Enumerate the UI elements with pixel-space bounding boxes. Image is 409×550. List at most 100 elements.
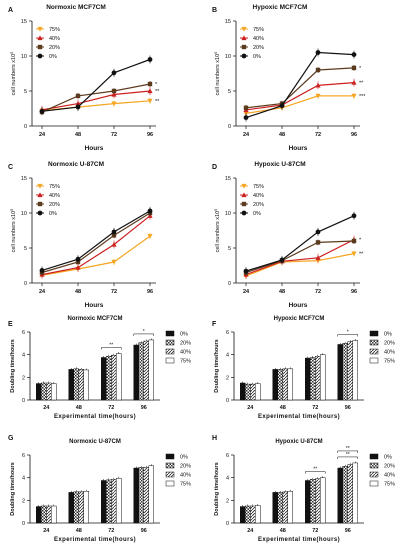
- y-axis-label: Doubling time/hours: [10, 339, 16, 392]
- y-tick-label: 15: [21, 176, 27, 182]
- bar-75%: [320, 354, 326, 401]
- legend-label: 40%: [180, 350, 191, 356]
- data-point-40%: [351, 80, 357, 85]
- bar-40%: [250, 383, 256, 401]
- y-tick-label: 15: [21, 19, 27, 25]
- bar-20%: [310, 479, 316, 524]
- panel-letter: C: [8, 164, 13, 171]
- x-tick-label: 72: [315, 132, 321, 138]
- legend-marker-0%: [241, 210, 247, 216]
- legend-swatch-20%: [165, 462, 175, 469]
- y-tick-label: 6: [226, 453, 229, 459]
- x-axis-label: Hours: [85, 145, 104, 152]
- panel-title: Hypoxic MCF7CM: [253, 4, 308, 11]
- significance-label: *: [155, 82, 158, 88]
- legend-label: 75%: [253, 27, 264, 33]
- y-tick-label: 0: [226, 398, 229, 404]
- bar-0%: [68, 492, 74, 524]
- series-line-0%: [245, 215, 355, 272]
- series-line-75%: [245, 95, 354, 114]
- legend-label: 20%: [253, 45, 264, 51]
- legend-label: 75%: [384, 482, 395, 488]
- x-tick-label: 24: [43, 528, 50, 534]
- bar-40%: [111, 354, 117, 401]
- bar-20%: [106, 356, 112, 401]
- legend-label: 40%: [253, 36, 264, 42]
- bar-40%: [282, 491, 288, 524]
- data-point-20%: [147, 81, 153, 87]
- bar-20%: [138, 342, 144, 401]
- legend-marker-0%: [37, 53, 43, 59]
- series-line-40%: [245, 82, 355, 111]
- legend-label: 75%: [49, 27, 60, 33]
- series-line-20%: [41, 83, 151, 113]
- bar-20%: [245, 505, 251, 524]
- data-point-0%: [39, 108, 45, 114]
- y-tick-label: 10: [21, 211, 27, 217]
- legend-label: 0%: [253, 211, 261, 217]
- bar-0%: [272, 492, 278, 524]
- x-axis-label: Experimental time(hours): [258, 537, 340, 543]
- x-tick-label: 48: [279, 132, 285, 138]
- y-tick-label: 6: [22, 330, 25, 336]
- y-tick-label: 0: [22, 521, 25, 527]
- y-tick-label: 4: [22, 353, 25, 359]
- panel-letter: F: [212, 321, 217, 328]
- bar-40%: [347, 341, 353, 401]
- bar-20%: [41, 382, 47, 401]
- x-tick-label: 24: [39, 132, 46, 138]
- legend-marker-0%: [241, 53, 247, 59]
- significance-label: *: [359, 238, 362, 244]
- y-axis-label: Doubling time/hours: [214, 462, 220, 515]
- panel-title: Normoxic MCF7CM: [67, 316, 122, 322]
- bar-75%: [148, 465, 154, 524]
- x-axis-label: Hours: [289, 302, 308, 309]
- legend-marker-75%: [241, 26, 247, 32]
- legend-marker-20%: [37, 44, 43, 50]
- x-tick-label: 96: [147, 289, 153, 295]
- panel-c: C Normoxic U-87CM 0 5 10 15 24 48 72 96 Hours cell …: [8, 161, 156, 309]
- panel-title: Hypoxic U-87CM: [275, 439, 322, 445]
- bar-0%: [305, 357, 311, 401]
- data-point-75%: [147, 98, 153, 104]
- bar-75%: [83, 491, 89, 524]
- bar-40%: [143, 467, 149, 524]
- bar-75%: [83, 369, 89, 401]
- x-tick-label: 72: [312, 405, 318, 411]
- bar-40%: [250, 505, 256, 524]
- x-axis-label: Experimental time(hours): [258, 414, 340, 420]
- legend-swatch-20%: [369, 339, 379, 346]
- significance-label: **: [155, 89, 160, 95]
- legend-swatch-0%: [369, 453, 379, 460]
- bar-75%: [287, 368, 293, 401]
- data-point-75%: [351, 93, 357, 99]
- significance-label: **: [109, 343, 113, 349]
- y-tick-label: 10: [21, 54, 27, 60]
- y-axis-label-text: cell numbers x10: [215, 211, 221, 253]
- legend-label: 75%: [253, 184, 264, 190]
- panel-title: Normoxic MCF7CM: [46, 4, 106, 11]
- y-tick-label: 5: [24, 246, 27, 252]
- bar-40%: [78, 369, 84, 401]
- bar-20%: [138, 467, 144, 524]
- legend-swatch-75%: [369, 480, 379, 487]
- data-point-20%: [315, 240, 321, 245]
- bar-0%: [101, 480, 107, 524]
- x-tick-label: 48: [280, 528, 286, 534]
- bar-0%: [101, 357, 107, 401]
- bar-0%: [36, 506, 42, 524]
- data-point-40%: [111, 241, 117, 247]
- y-axis-label: cell numbers x105: [213, 51, 221, 96]
- y-tick-label: 2: [226, 375, 229, 381]
- bar-75%: [116, 477, 122, 524]
- legend-swatch-40%: [369, 471, 379, 478]
- panel-b: B Hypoxic MCF7CM 0 5 10 15 24 48 72 96 Hours cell n…: [212, 4, 366, 152]
- data-point-20%: [351, 65, 357, 71]
- data-point-0%: [279, 257, 285, 263]
- x-tick-label: 24: [243, 132, 250, 138]
- x-tick-label: 96: [351, 132, 357, 138]
- legend-marker-40%: [37, 35, 43, 41]
- x-tick-label: 24: [39, 289, 46, 295]
- y-tick-label: 0: [24, 124, 27, 130]
- bar-0%: [337, 344, 343, 401]
